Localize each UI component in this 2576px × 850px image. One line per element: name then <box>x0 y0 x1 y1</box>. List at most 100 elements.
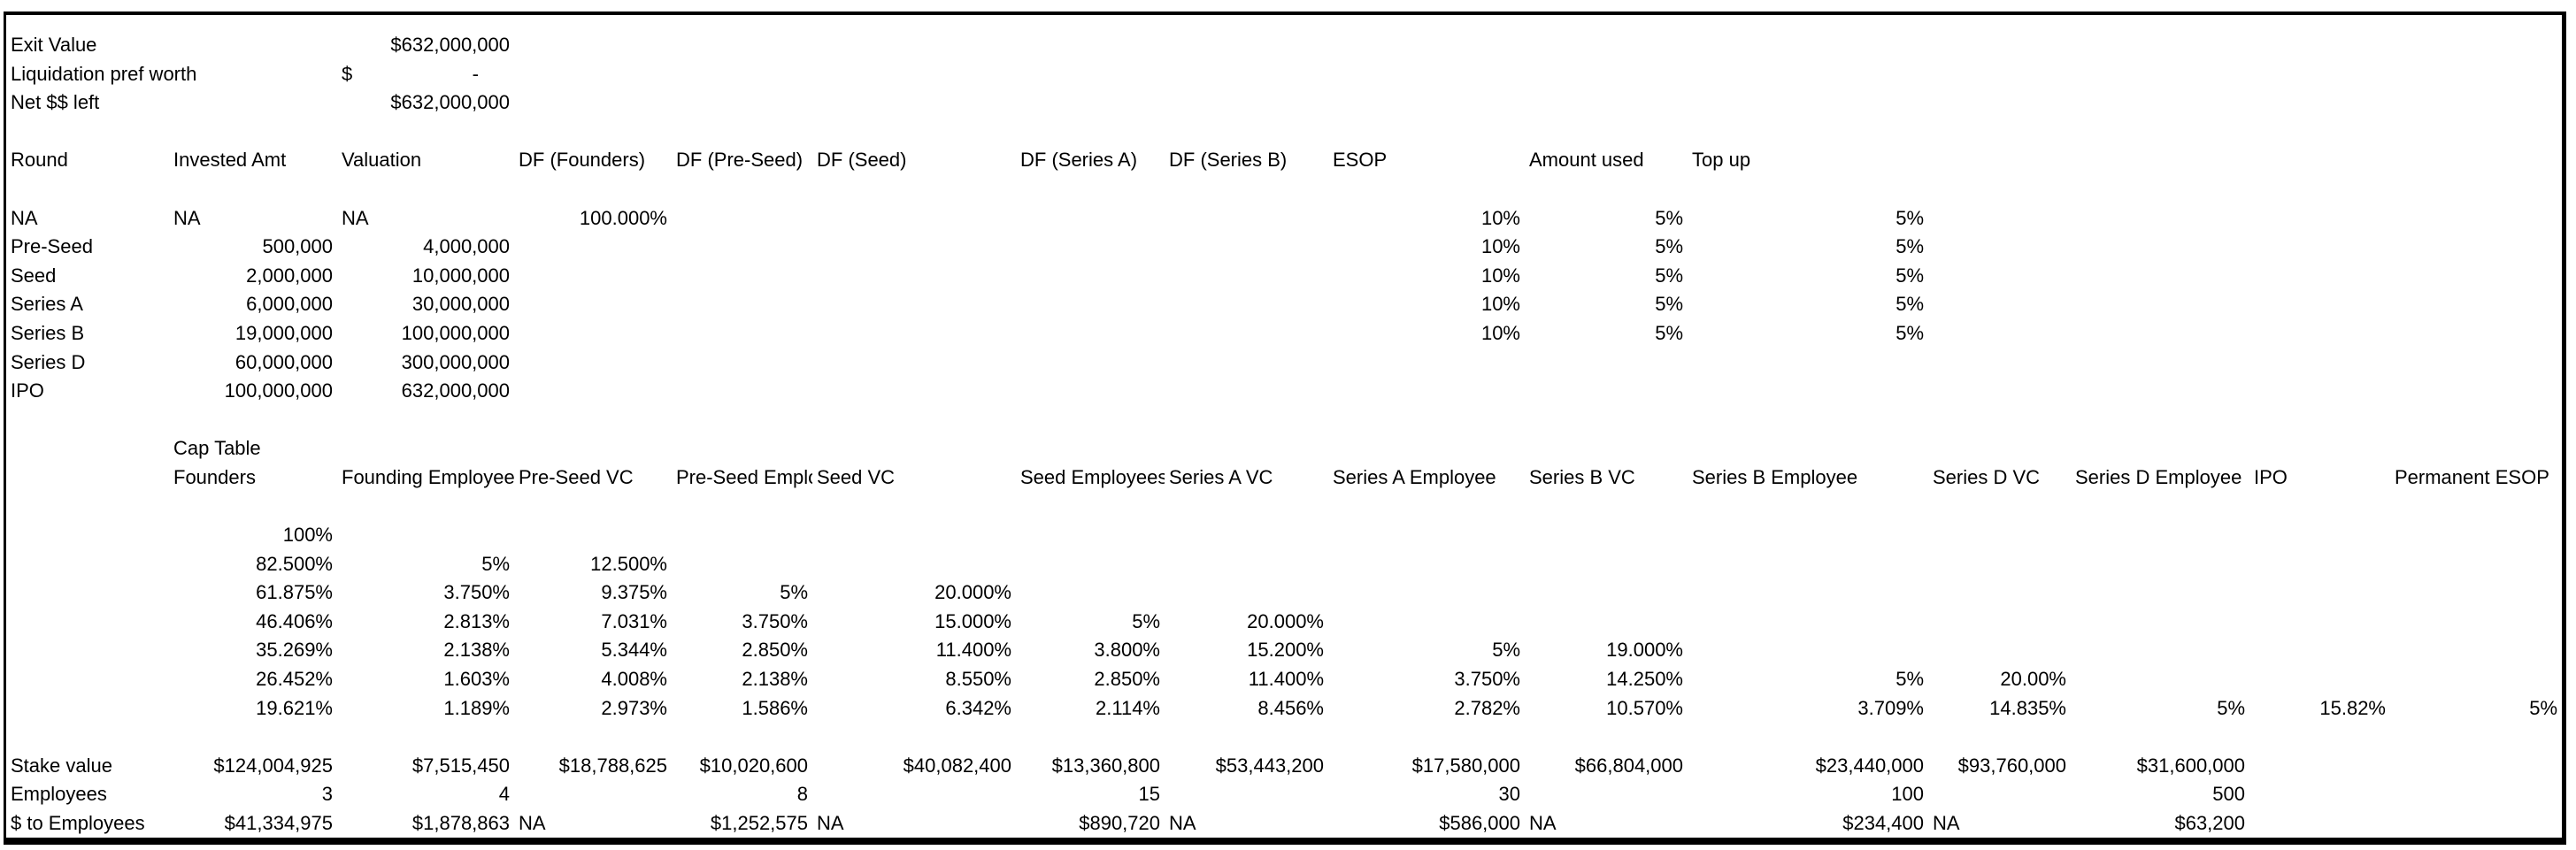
cap-pct-cell[interactable]: 2.138% <box>443 639 510 662</box>
dollars-to-employees-cell[interactable]: $586,000 <box>1439 812 1520 835</box>
invested-amt-cell[interactable]: 2,000,000 <box>246 264 333 287</box>
cap-pct-cell[interactable]: 11.400% <box>1248 668 1324 691</box>
cap-pct-cell[interactable]: 5% <box>2529 696 2557 719</box>
amount-used-cell[interactable]: 5% <box>1655 235 1683 258</box>
employees-count-cell[interactable]: 100 <box>1891 783 1924 806</box>
dollars-to-employees-cell[interactable]: $1,252,575 <box>710 812 808 835</box>
rounds-header-cell[interactable]: Amount used <box>1529 149 1644 172</box>
esop-cell[interactable]: 10% <box>1480 235 1520 258</box>
dollars-to-employees-cell[interactable]: $1,878,863 <box>411 812 510 835</box>
cap-header-cell[interactable]: Permanent ESOP <box>2395 465 2549 488</box>
stake-value-cell[interactable]: $31,600,000 <box>2136 754 2245 777</box>
cap-pct-cell[interactable]: 46.406% <box>256 609 333 632</box>
cap-pct-cell[interactable]: 1.586% <box>742 696 808 719</box>
stake-value-cell[interactable]: $93,760,000 <box>1957 754 2066 777</box>
cap-pct-cell[interactable]: 5% <box>1132 609 1160 632</box>
cap-pct-cell[interactable]: 5% <box>1492 639 1520 662</box>
employees-count-cell[interactable]: 4 <box>498 783 510 806</box>
employees-count-cell[interactable]: 30 <box>1498 783 1520 806</box>
cap-pct-cell[interactable]: 6.342% <box>945 696 1011 719</box>
cap-pct-cell[interactable]: 2.813% <box>443 609 510 632</box>
stake-value-cell[interactable]: $13,360,800 <box>1051 754 1160 777</box>
cap-pct-cell[interactable]: 2.782% <box>1454 696 1520 719</box>
cap-pct-cell[interactable]: 14.835% <box>1989 696 2066 719</box>
stake-value-cell[interactable]: $7,515,450 <box>411 754 510 777</box>
esop-cell[interactable]: 10% <box>1480 206 1520 229</box>
top-up-cell[interactable]: 5% <box>1895 321 1924 344</box>
cap-table-title[interactable]: Cap Table <box>173 437 261 460</box>
cap-pct-cell[interactable]: 8.456% <box>1257 696 1324 719</box>
cap-pct-cell[interactable]: 14.250% <box>1606 668 1683 691</box>
rounds-header-cell[interactable]: DF (Series B) <box>1169 149 1288 172</box>
invested-amt-cell[interactable]: 60,000,000 <box>235 350 333 373</box>
round-name-cell[interactable]: Series A <box>11 293 83 316</box>
employees-count-cell[interactable]: 500 <box>2212 783 2245 806</box>
cap-pct-cell[interactable]: 1.189% <box>443 696 510 719</box>
rounds-header-cell[interactable]: Round <box>11 149 68 172</box>
invested-amt-cell[interactable]: 100,000,000 <box>224 379 333 402</box>
stake-value-cell[interactable]: $17,580,000 <box>1411 754 1520 777</box>
round-name-cell[interactable]: Series B <box>11 321 85 344</box>
valuation-cell[interactable]: 30,000,000 <box>411 293 510 316</box>
round-name-cell[interactable]: Pre-Seed <box>11 235 93 258</box>
stake-value-cell[interactable]: $23,440,000 <box>1815 754 1924 777</box>
valuation-cell[interactable]: 4,000,000 <box>423 235 510 258</box>
rounds-header-cell[interactable]: DF (Seed) <box>817 149 907 172</box>
valuation-cell[interactable]: NA <box>342 206 369 229</box>
cap-pct-cell[interactable]: 5.344% <box>601 639 667 662</box>
exit-value-cell[interactable]: $632,000,000 <box>390 34 510 56</box>
employees-count-cell[interactable]: 15 <box>1138 783 1160 806</box>
cap-pct-cell[interactable]: 8.550% <box>945 668 1011 691</box>
esop-cell[interactable]: 10% <box>1480 293 1520 316</box>
cap-pct-cell[interactable]: 19.000% <box>1606 639 1683 662</box>
invested-amt-cell[interactable]: 19,000,000 <box>235 321 333 344</box>
df-founders-cell[interactable]: 100.000% <box>579 206 667 229</box>
cap-header-cell[interactable]: Series A Employee <box>1333 465 1496 488</box>
cap-pct-cell[interactable]: 20.000% <box>934 581 1011 604</box>
cap-pct-cell[interactable]: 15.200% <box>1247 639 1324 662</box>
invested-amt-cell[interactable]: 6,000,000 <box>246 293 333 316</box>
round-name-cell[interactable]: IPO <box>11 379 44 402</box>
valuation-cell[interactable]: 100,000,000 <box>401 321 510 344</box>
cap-pct-cell[interactable]: 10.570% <box>1606 696 1683 719</box>
valuation-cell[interactable]: 10,000,000 <box>411 264 510 287</box>
employees-label[interactable]: Employees <box>11 783 107 806</box>
stake-value-label[interactable]: Stake value <box>11 754 112 777</box>
dollars-to-employees-cell[interactable]: NA <box>519 812 546 835</box>
stake-value-cell[interactable]: $53,443,200 <box>1215 754 1324 777</box>
dollars-to-employees-cell[interactable]: $890,720 <box>1079 812 1160 835</box>
cap-pct-cell[interactable]: 2.138% <box>742 668 808 691</box>
cap-pct-cell[interactable]: 5% <box>780 581 808 604</box>
cap-pct-cell[interactable]: 2.850% <box>1094 668 1160 691</box>
cap-header-cell[interactable]: Founders <box>173 465 256 488</box>
cap-pct-cell[interactable]: 5% <box>481 552 510 575</box>
invested-amt-cell[interactable]: NA <box>173 206 201 229</box>
esop-cell[interactable]: 10% <box>1480 264 1520 287</box>
cap-header-cell[interactable]: Seed Employees <box>1020 465 1165 488</box>
employees-count-cell[interactable]: 8 <box>796 783 808 806</box>
rounds-header-cell[interactable]: ESOP <box>1333 149 1388 172</box>
rounds-header-cell[interactable]: DF (Series A) <box>1020 149 1138 172</box>
cap-header-cell[interactable]: Founding Employee <box>342 465 514 488</box>
dollars-to-employees-cell[interactable]: $234,400 <box>1842 812 1924 835</box>
cap-pct-cell[interactable]: 9.375% <box>601 581 667 604</box>
cap-pct-cell[interactable]: 3.800% <box>1094 639 1160 662</box>
top-up-cell[interactable]: 5% <box>1895 206 1924 229</box>
cap-pct-cell[interactable]: 5% <box>1895 668 1924 691</box>
cap-pct-cell[interactable]: 26.452% <box>256 668 333 691</box>
stake-value-cell[interactable]: $10,020,600 <box>699 754 808 777</box>
rounds-header-cell[interactable]: Valuation <box>342 149 422 172</box>
cap-pct-cell[interactable]: 4.008% <box>601 668 667 691</box>
rounds-header-cell[interactable]: DF (Pre-Seed) <box>676 149 804 172</box>
cap-header-cell[interactable]: Pre-Seed Employ <box>676 465 812 488</box>
cap-pct-cell[interactable]: 3.750% <box>1454 668 1520 691</box>
stake-value-cell[interactable]: $124,004,925 <box>213 754 333 777</box>
cap-pct-cell[interactable]: 3.750% <box>742 609 808 632</box>
rounds-header-cell[interactable]: Invested Amt <box>173 149 287 172</box>
cap-pct-cell[interactable]: 15.000% <box>934 609 1011 632</box>
cap-pct-cell[interactable]: 11.400% <box>935 639 1011 662</box>
top-up-cell[interactable]: 5% <box>1895 293 1924 316</box>
cap-pct-cell[interactable]: 20.00% <box>2000 668 2066 691</box>
employees-count-cell[interactable]: 3 <box>321 783 333 806</box>
rounds-header-cell[interactable]: DF (Founders) <box>519 149 646 172</box>
